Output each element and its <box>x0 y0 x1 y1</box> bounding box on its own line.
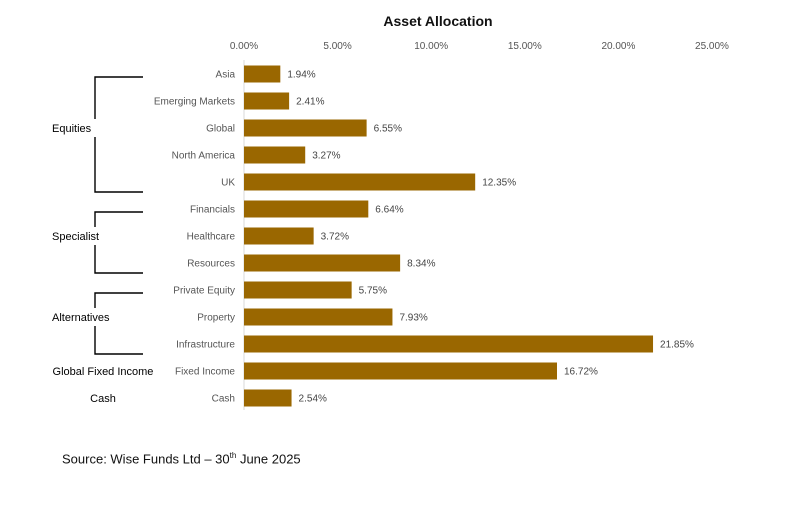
x-tick-label: 5.00% <box>323 41 351 52</box>
x-tick-label: 15.00% <box>508 41 542 52</box>
x-tick-label: 25.00% <box>695 41 729 52</box>
data-label: 6.64% <box>375 205 403 216</box>
bar <box>244 173 476 191</box>
group-label: Cash <box>90 393 116 405</box>
source-text: Source: Wise Funds Ltd – 30 <box>62 451 230 467</box>
category-label: Infrastructure <box>176 340 235 351</box>
bar <box>244 335 654 353</box>
category-label: North America <box>172 151 236 162</box>
data-label: 21.85% <box>660 340 694 351</box>
bar <box>244 227 314 245</box>
data-label: 8.34% <box>407 259 435 270</box>
category-label: Healthcare <box>187 232 236 243</box>
bar <box>244 389 292 407</box>
data-label: 3.72% <box>321 232 349 243</box>
category-label: Asia <box>216 70 236 81</box>
group-label-background <box>46 308 116 326</box>
category-label: Global <box>206 124 235 135</box>
source-note: Source: Wise Funds Ltd – 30th June 2025 <box>62 451 301 466</box>
group-label-background <box>46 119 116 137</box>
bar <box>244 146 306 164</box>
data-label: 7.93% <box>399 313 427 324</box>
category-label: Property <box>197 313 235 324</box>
source-text-end: June 2025 <box>236 451 301 467</box>
data-label: 5.75% <box>359 286 387 297</box>
category-label: Fixed Income <box>175 367 235 378</box>
bar <box>244 281 352 299</box>
category-label: Financials <box>190 205 235 216</box>
category-label: Cash <box>212 394 235 405</box>
bar <box>244 119 367 137</box>
group-label: Global Fixed Income <box>53 366 154 378</box>
chart-title: Asset Allocation <box>383 13 492 29</box>
data-label: 2.54% <box>299 394 327 405</box>
data-label: 16.72% <box>564 367 598 378</box>
bar <box>244 254 401 272</box>
data-label: 6.55% <box>374 124 402 135</box>
bar <box>244 65 281 83</box>
x-tick-label: 20.00% <box>601 41 635 52</box>
data-label: 12.35% <box>482 178 516 189</box>
category-label: Resources <box>187 259 235 270</box>
category-label: Private Equity <box>173 286 235 297</box>
data-label: 1.94% <box>287 70 315 81</box>
x-tick-label: 0.00% <box>230 41 258 52</box>
bar <box>244 92 290 110</box>
x-tick-label: 10.00% <box>414 41 448 52</box>
category-label: Emerging Markets <box>154 97 235 108</box>
bar <box>244 308 393 326</box>
data-label: 2.41% <box>296 97 324 108</box>
group-label: Specialist <box>52 231 99 243</box>
category-label: UK <box>221 178 235 189</box>
group-label: Equities <box>52 123 92 135</box>
source-superscript: th <box>229 451 237 460</box>
data-label: 3.27% <box>312 151 340 162</box>
bar <box>244 362 557 380</box>
group-label-background <box>46 227 116 245</box>
bar <box>244 200 369 218</box>
group-label: Alternatives <box>52 312 110 324</box>
